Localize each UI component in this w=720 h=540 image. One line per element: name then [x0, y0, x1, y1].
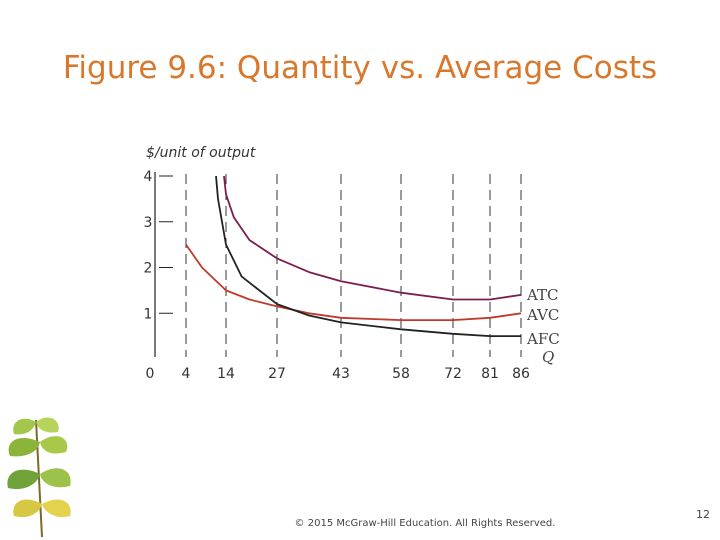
- y-tick-label-3: 3: [144, 215, 153, 231]
- x-tick-label-43: 43: [332, 366, 350, 382]
- curve-atc: [223, 175, 522, 301]
- y-ticks: 1 2 3 4: [144, 169, 173, 322]
- y-tick-label-1: 1: [144, 306, 153, 322]
- y-tick-label-4: 4: [144, 169, 153, 185]
- x-tick-label-58: 58: [392, 366, 410, 382]
- x-tick-label-27: 27: [268, 366, 286, 382]
- y-tick-label-2: 2: [144, 261, 153, 277]
- x-tick-label-0: 0: [146, 366, 155, 382]
- y-axis-title: $/unit of output: [146, 145, 256, 161]
- x-tick-label-86: 86: [512, 366, 530, 382]
- dashed-guide-lines: [185, 174, 522, 357]
- x-tick-label-72: 72: [444, 366, 462, 382]
- curve-afc: [215, 175, 521, 337]
- x-tick-label-4: 4: [182, 366, 191, 382]
- cost-curves: [185, 175, 522, 337]
- slide-title: Figure 9.6: Quantity vs. Average Costs: [62, 50, 658, 86]
- x-ticks: 0 4 14 27 43 58 72 81 86: [146, 366, 530, 382]
- ginkgo-leaves-icon: [7, 417, 71, 538]
- series-label-avc: AVC: [526, 306, 559, 324]
- page-number: 12: [696, 508, 710, 521]
- series-label-atc: ATC: [526, 286, 559, 304]
- x-tick-label-81: 81: [481, 366, 499, 382]
- curve-avc: [185, 244, 522, 321]
- series-labels: ATC AVC AFC: [526, 286, 560, 348]
- series-label-afc: AFC: [526, 330, 560, 348]
- x-tick-label-14: 14: [217, 366, 235, 382]
- x-axis-title: Q: [542, 348, 554, 366]
- copyright-footer: © 2015 McGraw-Hill Education. All Rights…: [294, 518, 556, 529]
